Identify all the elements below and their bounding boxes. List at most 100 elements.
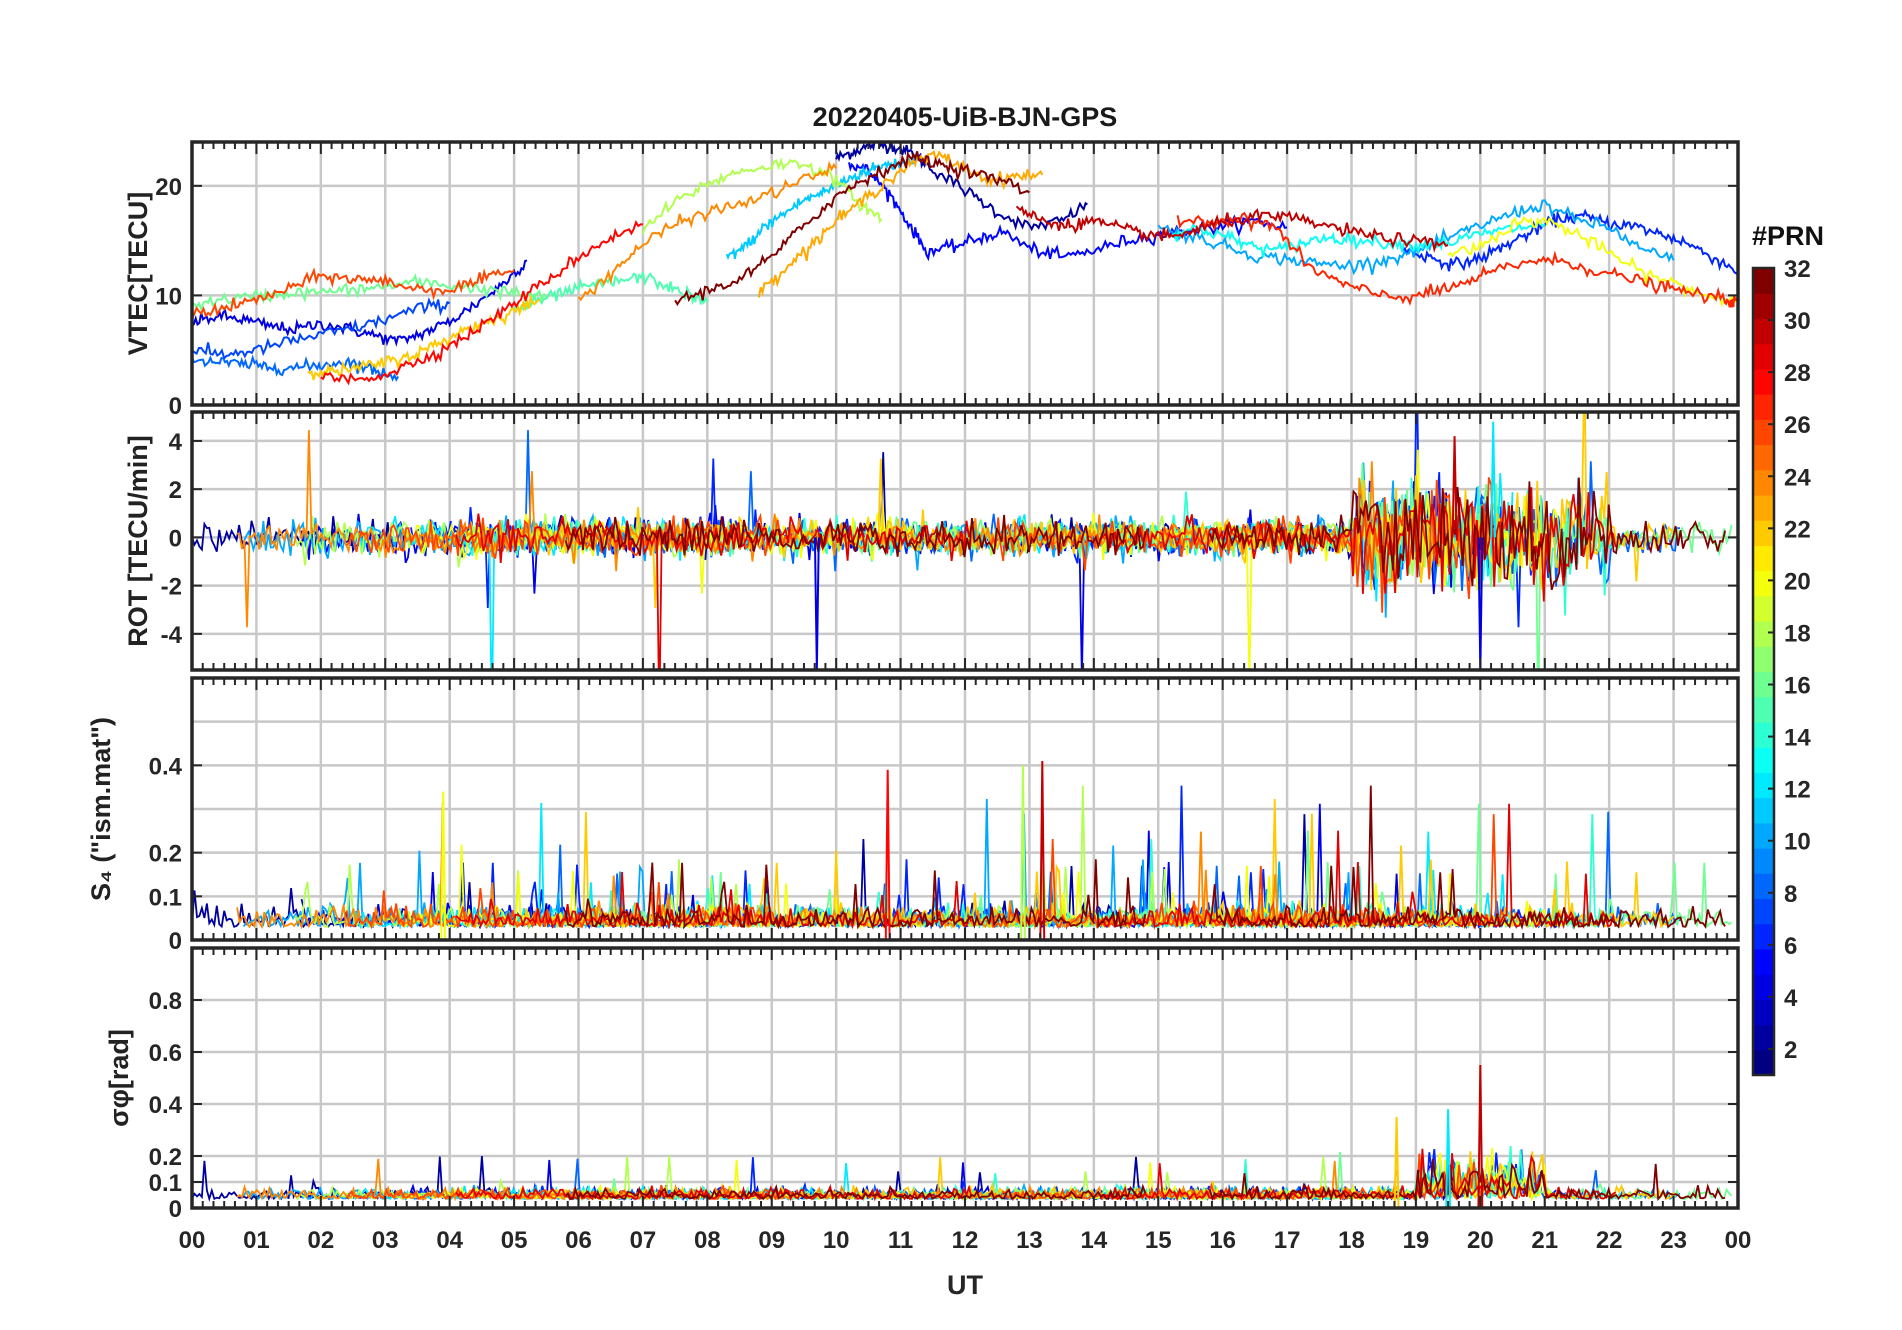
vtec-series-prn-30 [1015, 205, 1449, 253]
x-axis-label: UT [947, 1270, 983, 1300]
rot-peak-0 [1490, 421, 1497, 538]
vtec-series-prn-13 [1170, 219, 1546, 258]
y-tick-label: 0 [169, 1196, 182, 1223]
colorbar-tick-label: 30 [1784, 308, 1811, 335]
s4-peak-1 [884, 769, 891, 940]
rot-peak-2 [1477, 537, 1484, 670]
colorbar-tick-label: 24 [1784, 464, 1811, 491]
sigma_phi-series-prn-32 [564, 1183, 1147, 1201]
x-tick-label: 02 [307, 1227, 334, 1254]
colorbar-segment [1753, 948, 1774, 975]
colorbar-segment [1753, 1049, 1774, 1076]
colorbar-tick-label: 28 [1784, 360, 1811, 387]
colorbar-segment [1753, 268, 1774, 294]
y-tick-label: 10 [155, 283, 182, 310]
colorbar-tick-label: 20 [1784, 568, 1811, 595]
x-tick-label: 22 [1596, 1227, 1623, 1254]
x-tick-label: 13 [1016, 1227, 1043, 1254]
y-tick-label: 0.1 [149, 884, 182, 911]
y-tick-label: 4 [169, 429, 183, 456]
x-tick-label: 16 [1209, 1227, 1236, 1254]
rot-series-prn-24 [236, 430, 883, 628]
colorbar-segment [1753, 772, 1774, 799]
colorbar-segment [1753, 671, 1774, 698]
colorbar-segment [1753, 873, 1774, 900]
sigma_phi-series-prn-32 [1208, 1159, 1726, 1202]
y-tick-label: 20 [155, 174, 182, 201]
colorbar-segment [1753, 394, 1774, 420]
plot-area-s4 [192, 760, 1733, 940]
colorbar-segment [1753, 747, 1774, 773]
colorbar-segment [1753, 999, 1774, 1026]
colorbar-frame [1751, 266, 1776, 1077]
colorbar-tick-label: 22 [1784, 516, 1811, 543]
x-tick-label: 15 [1145, 1227, 1172, 1254]
y-tick-label: 0 [169, 525, 182, 552]
y-axis-label-vtec: VTEC[TECU] [123, 192, 153, 356]
vtec-series-prn-11 [725, 154, 921, 260]
x-tick-label: 09 [758, 1227, 785, 1254]
colorbar-segment [1753, 1024, 1774, 1051]
y-axis-label-rot: ROT [TECU/min] [123, 435, 153, 646]
x-tick-label: 21 [1531, 1227, 1558, 1254]
x-tick-label: 00 [179, 1227, 206, 1254]
y-tick-label: 0 [169, 928, 182, 955]
colorbar-segment [1753, 721, 1774, 748]
y-tick-label: 0.6 [149, 1040, 182, 1067]
y-tick-label: 0 [169, 393, 182, 420]
y-tick-label: 0.2 [149, 1144, 182, 1171]
colorbar-tick-label: 16 [1784, 673, 1811, 700]
x-tick-label: 08 [694, 1227, 721, 1254]
colorbar-segment [1753, 595, 1774, 622]
x-tick-label: 05 [501, 1227, 528, 1254]
vtec-series-prn-10 [1157, 199, 1675, 276]
y-tick-label: 0.8 [149, 988, 182, 1015]
sigma_phi-peak-0 [1477, 1064, 1484, 1208]
x-tick-label: 06 [565, 1227, 592, 1254]
vtec-series-prn-27 [1176, 211, 1738, 308]
colorbar-segment [1753, 646, 1774, 673]
plot-area-rot [192, 412, 1733, 670]
x-tick-label: 10 [823, 1227, 850, 1254]
x-tick-label: 17 [1274, 1227, 1301, 1254]
vtec-series-prn-16 [192, 273, 548, 312]
colorbar-segment [1753, 494, 1774, 521]
x-tick-label: 14 [1080, 1227, 1107, 1254]
colorbar-tick-label: 10 [1784, 829, 1811, 856]
y-tick-label: 0.2 [149, 841, 182, 868]
colorbar-tick-label: 18 [1784, 620, 1811, 647]
colorbar-tick-label: 6 [1784, 933, 1797, 960]
s4-series-prn-32 [1208, 785, 1726, 930]
rot-series-prn-32 [564, 514, 1147, 558]
vtec-series-prn-28 [320, 219, 643, 386]
vtec-series-prn-8 [192, 354, 399, 382]
x-tick-label: 04 [436, 1227, 463, 1254]
colorbar-segment [1753, 444, 1774, 471]
colorbar-tick-label: 26 [1784, 412, 1811, 439]
colorbar-segment [1753, 469, 1774, 496]
colorbar-tick-label: 4 [1784, 985, 1798, 1012]
colorbar-segment [1753, 621, 1774, 647]
colorbar-segment [1753, 368, 1774, 395]
x-tick-label: 23 [1660, 1227, 1687, 1254]
colorbar-segment [1753, 923, 1774, 950]
colorbar-title: #PRN [1752, 221, 1824, 251]
sigma_phi-peak-1 [1393, 1116, 1400, 1208]
x-tick-label: 01 [243, 1227, 270, 1254]
colorbar-tick-label: 8 [1784, 881, 1797, 908]
x-tick-labels: 00 01 02 03 04 05 06 07 08 09 10 11 12 13 14 15 16 17 18 19… [179, 1227, 1752, 1254]
rot-series-prn-32 [1208, 477, 1726, 591]
colorbar-segment [1753, 797, 1774, 824]
vtec-series-prn-32 [674, 151, 1030, 306]
y-tick-label: 0.4 [149, 753, 183, 780]
colorbar-segment [1753, 520, 1774, 547]
vtec-series-prn-4 [192, 259, 528, 347]
colorbar-segment [1753, 696, 1774, 723]
x-tick-label: 11 [888, 1227, 913, 1254]
sigma_phi-peak-2 [1445, 1109, 1452, 1208]
plot-area-vtec [192, 142, 1738, 386]
vtec-series-prn-6 [1402, 208, 1738, 275]
colorbar-segment [1753, 318, 1774, 345]
